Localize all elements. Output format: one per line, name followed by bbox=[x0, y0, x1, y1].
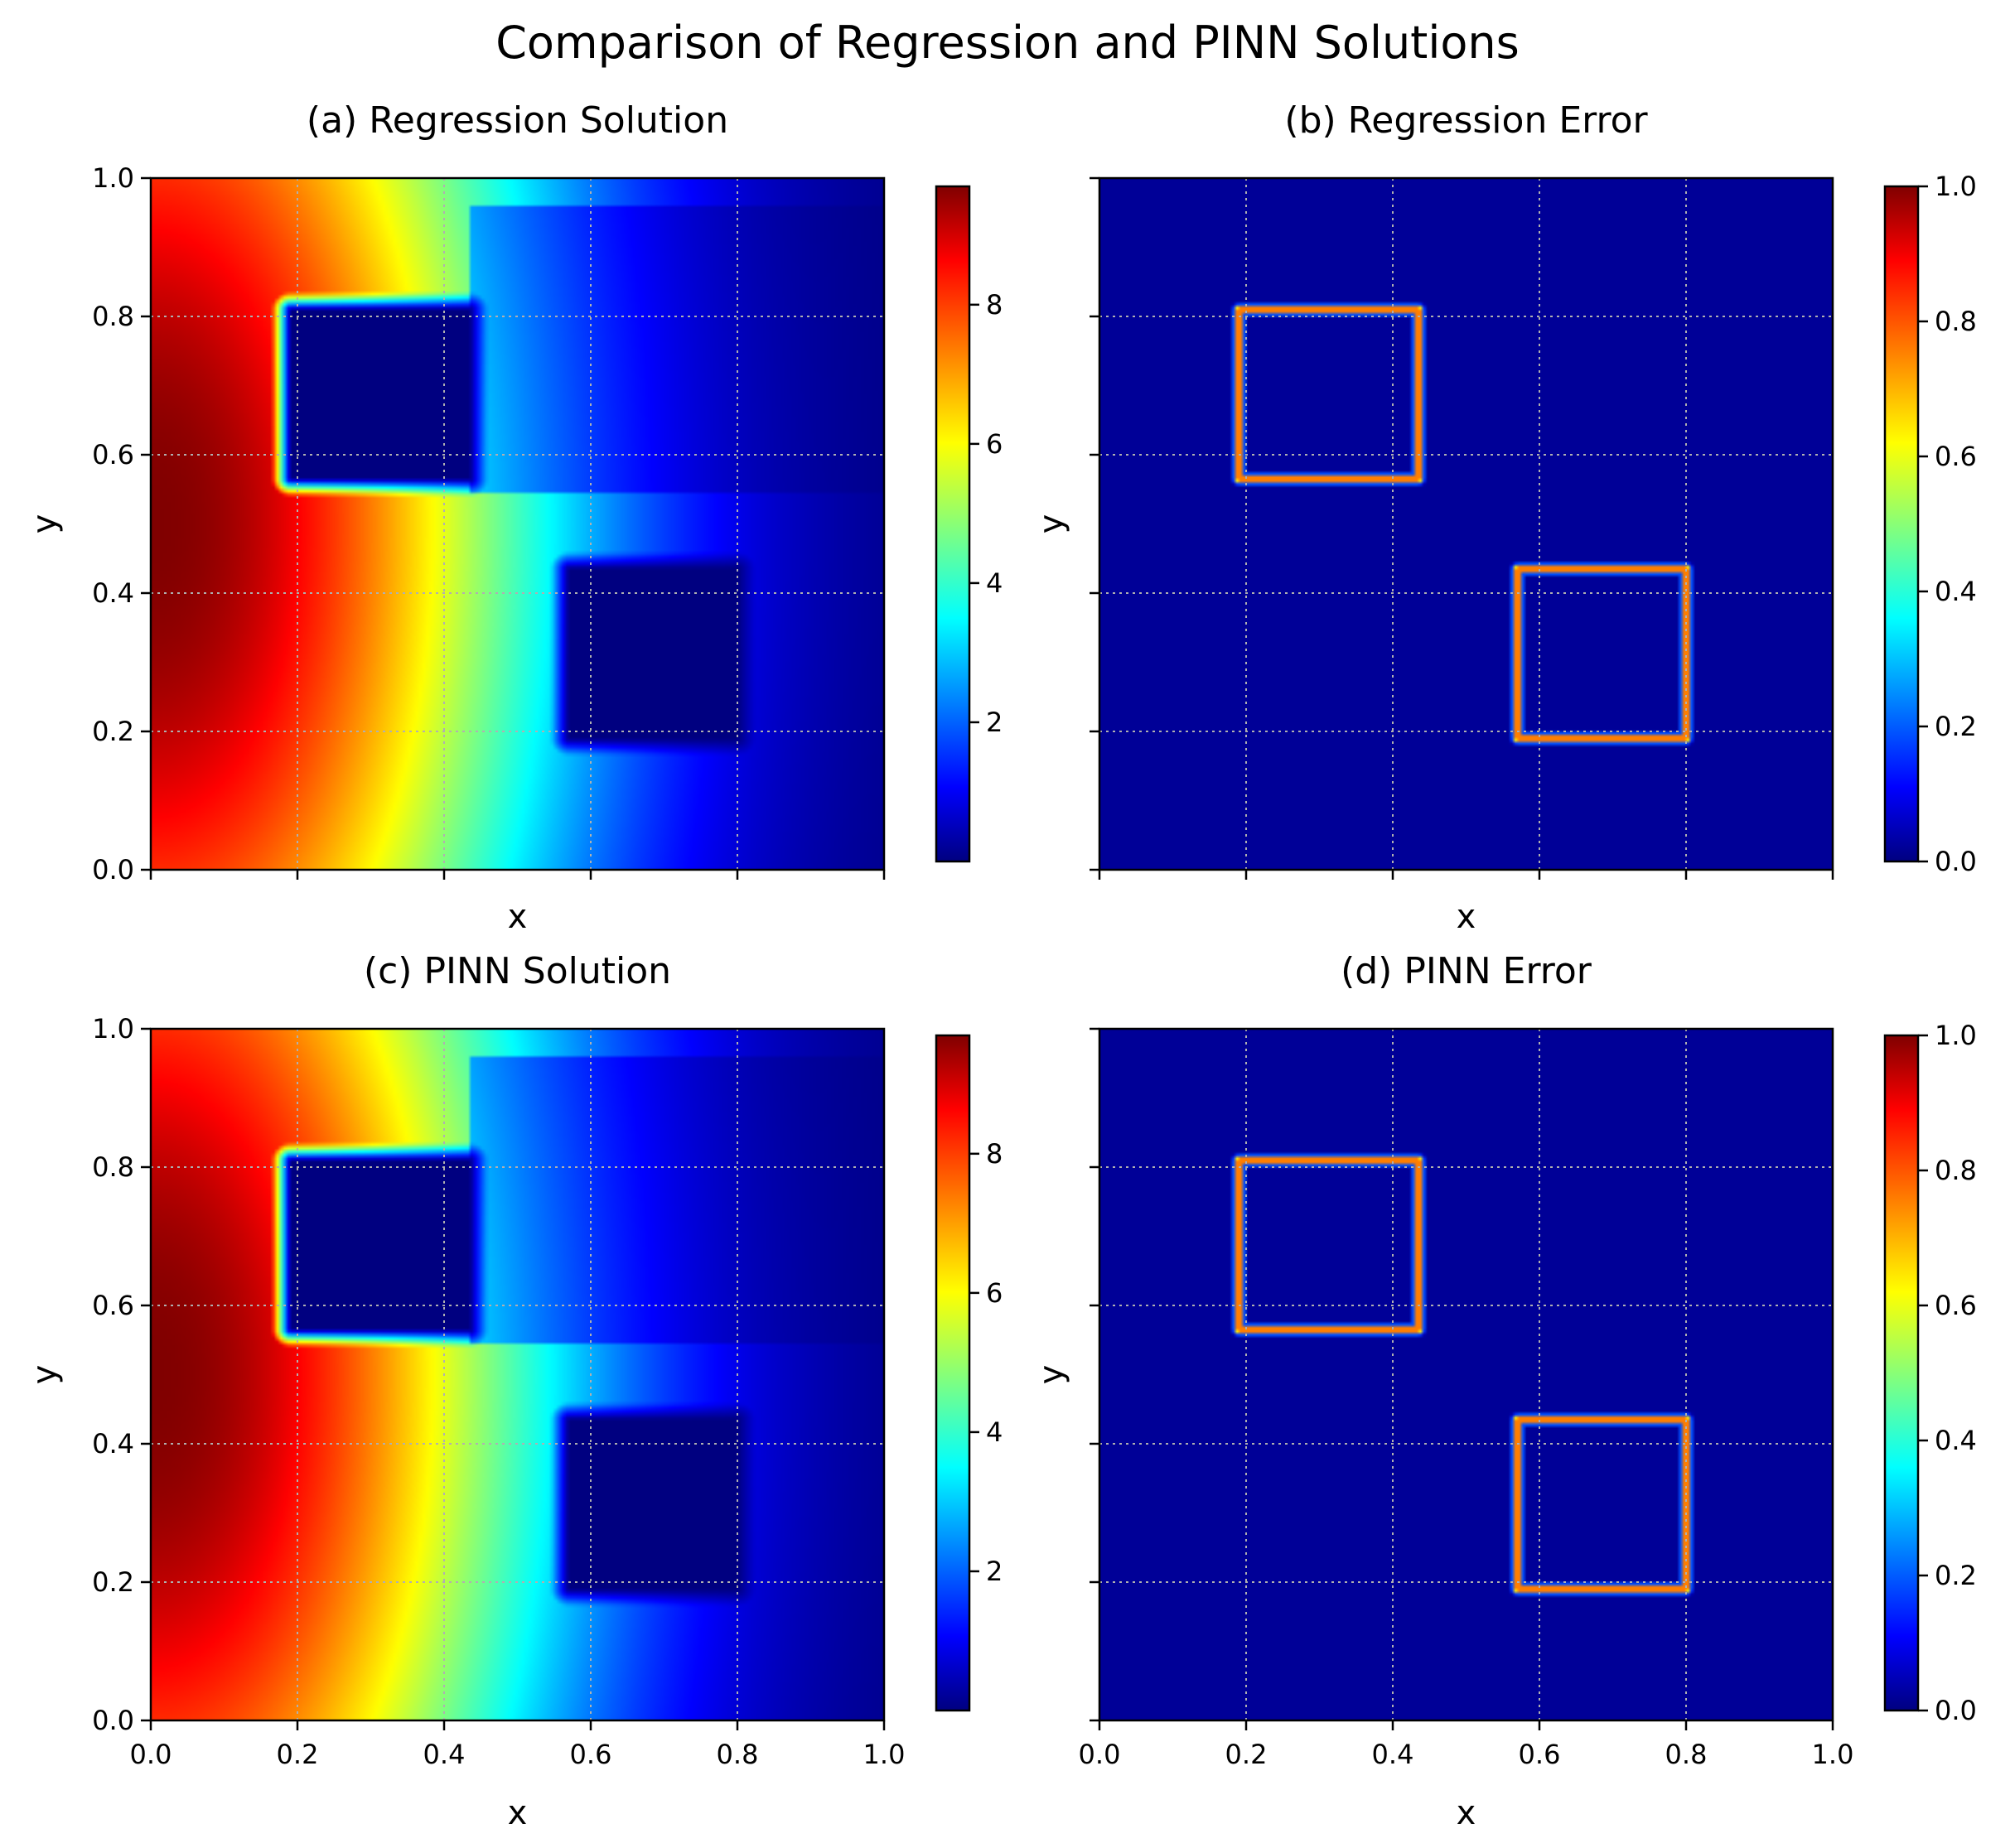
y-tick-label: 0.2 bbox=[92, 716, 134, 747]
colorbar: 2 4 6 8 bbox=[935, 1034, 1003, 1712]
heatmap-image bbox=[151, 178, 884, 870]
y-tick-label: 1.0 bbox=[92, 1013, 134, 1045]
x-tick-label: 0.8 bbox=[1665, 1739, 1708, 1770]
colorbar-tick-label: 0.8 bbox=[1935, 306, 1977, 337]
colorbar-tick-label: 1.0 bbox=[1935, 171, 1977, 202]
colorbar-tick-label: 4 bbox=[986, 567, 1003, 599]
panel-1: 0.0 0.2 0.4 0.6 0.8 1.0 (a) Regression Solutio… bbox=[26, 99, 1003, 936]
panel-3: 0.0 0.2 0.4 0.6 0.8 1.0 0.0 0.2 0.4 0.6 0.8 1.0 (c) … bbox=[26, 950, 1003, 1832]
x-tick-label: 0.4 bbox=[423, 1739, 466, 1770]
x-tick-label: 0.6 bbox=[570, 1739, 612, 1770]
panel-4: 0.0 0.2 0.4 0.6 0.8 1.0 (d) PINN Error x y 0.0 0.2… bbox=[1032, 950, 1977, 1832]
colorbar-tick-label: 6 bbox=[986, 428, 1003, 460]
colorbar-tick-label: 0.4 bbox=[1935, 576, 1977, 607]
colorbar-tick-label: 0.6 bbox=[1935, 441, 1977, 472]
x-tick-label: 0.0 bbox=[130, 1739, 172, 1770]
y-tick-label: 0.0 bbox=[92, 1705, 134, 1736]
panel-title: (b) Regression Error bbox=[1284, 99, 1648, 142]
colorbar-tick-label: 0.8 bbox=[1935, 1155, 1977, 1186]
colorbar-gradient bbox=[1883, 185, 1920, 863]
colorbar-tick-label: 8 bbox=[986, 1138, 1003, 1170]
panel-title: (c) PINN Solution bbox=[364, 950, 671, 992]
x-axis-label: x bbox=[508, 1794, 528, 1832]
y-tick-label: 0.0 bbox=[92, 854, 134, 885]
colorbar-tick-label: 6 bbox=[986, 1277, 1003, 1309]
heatmap-image bbox=[1099, 178, 1833, 870]
panel-title: (d) PINN Error bbox=[1341, 950, 1592, 992]
colorbar: 0.0 0.2 0.4 0.6 0.8 1.0 bbox=[1883, 1020, 1977, 1726]
x-tick-label: 1.0 bbox=[863, 1739, 906, 1770]
axes-frame bbox=[1098, 1027, 1834, 1722]
panel-2: (b) Regression Error x y 0.0 0.2 0.4 0.6 0.8 1.0 bbox=[1032, 99, 1977, 936]
colorbar-gradient bbox=[1883, 1034, 1920, 1712]
colorbar-tick-label: 0.0 bbox=[1935, 846, 1977, 877]
colorbar-tick-label: 0.4 bbox=[1935, 1425, 1977, 1456]
colorbar: 0.0 0.2 0.4 0.6 0.8 1.0 bbox=[1883, 171, 1977, 877]
colorbar-gradient bbox=[935, 1034, 971, 1712]
y-tick-label: 0.8 bbox=[92, 301, 134, 332]
colorbar-tick-label: 8 bbox=[986, 289, 1003, 321]
x-tick-label: 0.6 bbox=[1519, 1739, 1561, 1770]
x-tick-label: 1.0 bbox=[1812, 1739, 1854, 1770]
colorbar-tick-label: 0.6 bbox=[1935, 1290, 1977, 1321]
y-axis-label: y bbox=[26, 514, 64, 534]
y-tick-label: 0.2 bbox=[92, 1566, 134, 1598]
colorbar-tick-label: 1.0 bbox=[1935, 1020, 1977, 1051]
y-axis-label: y bbox=[26, 1365, 64, 1385]
y-tick-label: 0.4 bbox=[92, 577, 134, 609]
colorbar-tick-label: 0.2 bbox=[1935, 1560, 1977, 1591]
y-tick-label: 0.6 bbox=[92, 1290, 134, 1321]
y-tick-label: 0.4 bbox=[92, 1428, 134, 1460]
x-axis-label: x bbox=[1457, 1794, 1476, 1832]
colorbar-tick-label: 0.0 bbox=[1935, 1695, 1977, 1726]
colorbar-tick-label: 2 bbox=[986, 707, 1003, 738]
figure-title: Comparison of Regression and PINN Soluti… bbox=[495, 17, 1520, 69]
colorbar-gradient bbox=[935, 185, 971, 863]
axes-frame bbox=[149, 1027, 886, 1722]
colorbar-tick-label: 4 bbox=[986, 1416, 1003, 1448]
heatmap-image bbox=[1099, 1029, 1833, 1720]
x-tick-label: 0.0 bbox=[1079, 1739, 1121, 1770]
x-axis-label: x bbox=[1457, 898, 1476, 936]
colorbar-tick-label: 0.2 bbox=[1935, 711, 1977, 742]
y-axis-label: y bbox=[1032, 514, 1070, 534]
colorbar-tick-label: 2 bbox=[986, 1556, 1003, 1587]
colorbar: 2 4 6 8 bbox=[935, 185, 1003, 863]
y-tick-label: 0.6 bbox=[92, 439, 134, 470]
x-tick-label: 0.2 bbox=[1225, 1739, 1268, 1770]
axes-frame bbox=[1098, 176, 1834, 871]
y-axis-label: y bbox=[1032, 1365, 1070, 1385]
x-axis-label: x bbox=[508, 898, 528, 936]
y-tick-label: 0.8 bbox=[92, 1151, 134, 1183]
axes-frame bbox=[149, 176, 886, 871]
x-tick-label: 0.4 bbox=[1372, 1739, 1414, 1770]
panel-title: (a) Regression Solution bbox=[307, 99, 728, 142]
x-tick-label: 0.8 bbox=[717, 1739, 759, 1770]
y-tick-label: 1.0 bbox=[92, 162, 134, 194]
heatmap-image bbox=[151, 1029, 884, 1720]
x-tick-label: 0.2 bbox=[277, 1739, 319, 1770]
